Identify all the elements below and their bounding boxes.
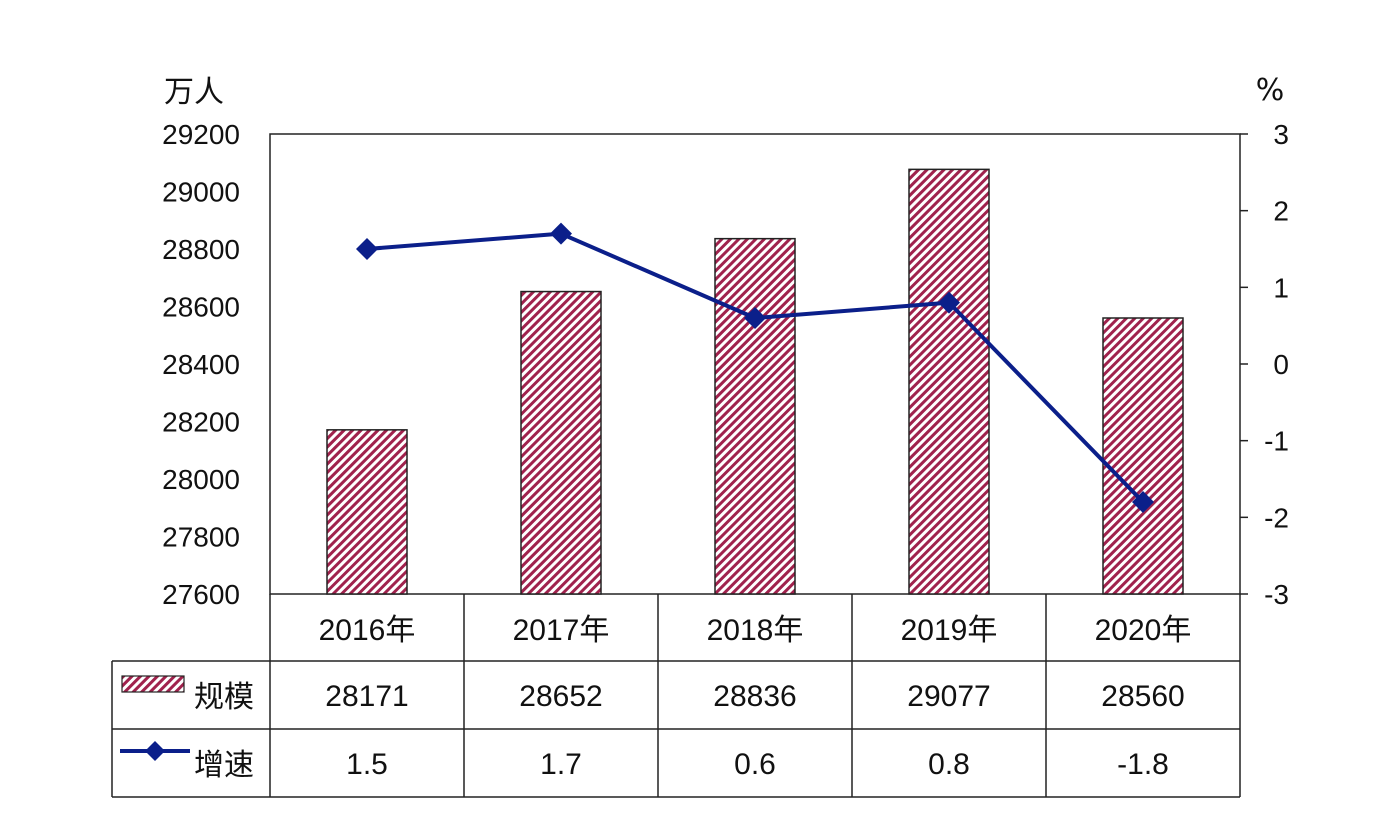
right-tick-label: -1 — [1264, 426, 1289, 457]
left-tick-label: 27800 — [162, 522, 240, 553]
left-axis-unit: 万人 — [164, 75, 224, 110]
data-label: 28171 — [325, 680, 408, 713]
legend-label-bar: 规模 — [194, 680, 254, 715]
data-label: 0.8 — [928, 748, 970, 781]
right-tick-label: 0 — [1273, 349, 1289, 380]
right-tick-label: -2 — [1264, 502, 1289, 533]
right-axis: 3 2 1 0 -1 -2 -3 — [1240, 119, 1289, 610]
bar — [326, 429, 408, 595]
point-marker — [1132, 491, 1154, 513]
category-label: 2018年 — [707, 614, 804, 647]
left-tick-label: 28600 — [162, 292, 240, 323]
bar — [908, 168, 990, 595]
category-label: 2017年 — [513, 614, 610, 647]
legend-swatch-bar — [121, 675, 185, 693]
category-label: 2019年 — [901, 614, 998, 647]
data-label: 0.6 — [734, 748, 776, 781]
bar — [1102, 317, 1184, 595]
legend-swatch-marker — [145, 741, 165, 761]
legend-label-line: 增速 — [194, 748, 254, 783]
left-tick-label: 29200 — [162, 119, 240, 150]
left-tick-label: 28400 — [162, 349, 240, 380]
left-tick-label: 28000 — [162, 464, 240, 495]
right-axis-unit: % — [1256, 73, 1285, 108]
bar — [714, 237, 796, 595]
right-tick-label: -3 — [1264, 579, 1289, 610]
point-marker — [356, 238, 378, 260]
category-label: 2016年 — [319, 614, 416, 647]
right-tick-label: 2 — [1273, 196, 1289, 227]
point-marker — [744, 307, 766, 329]
right-tick-label: 1 — [1273, 272, 1289, 303]
data-label: 1.5 — [346, 748, 388, 781]
data-label: -1.8 — [1117, 748, 1169, 781]
data-label: 1.7 — [540, 748, 582, 781]
line-series — [356, 222, 1154, 513]
data-label: 28652 — [519, 680, 602, 713]
left-axis: 29200 29000 28800 28600 28400 28200 28000 27800… — [162, 119, 240, 610]
right-tick-label: 3 — [1273, 119, 1289, 150]
left-tick-label: 27600 — [162, 579, 240, 610]
left-tick-label: 28200 — [162, 407, 240, 438]
data-label: 28560 — [1101, 680, 1184, 713]
point-marker — [550, 222, 572, 245]
left-tick-label: 28800 — [162, 234, 240, 265]
point-marker — [938, 291, 960, 314]
data-label: 28836 — [713, 680, 796, 713]
bar — [520, 290, 602, 595]
data-label: 29077 — [907, 680, 990, 713]
category-label: 2020年 — [1095, 614, 1192, 647]
bar-series — [326, 168, 1184, 595]
left-tick-label: 29000 — [162, 177, 240, 208]
